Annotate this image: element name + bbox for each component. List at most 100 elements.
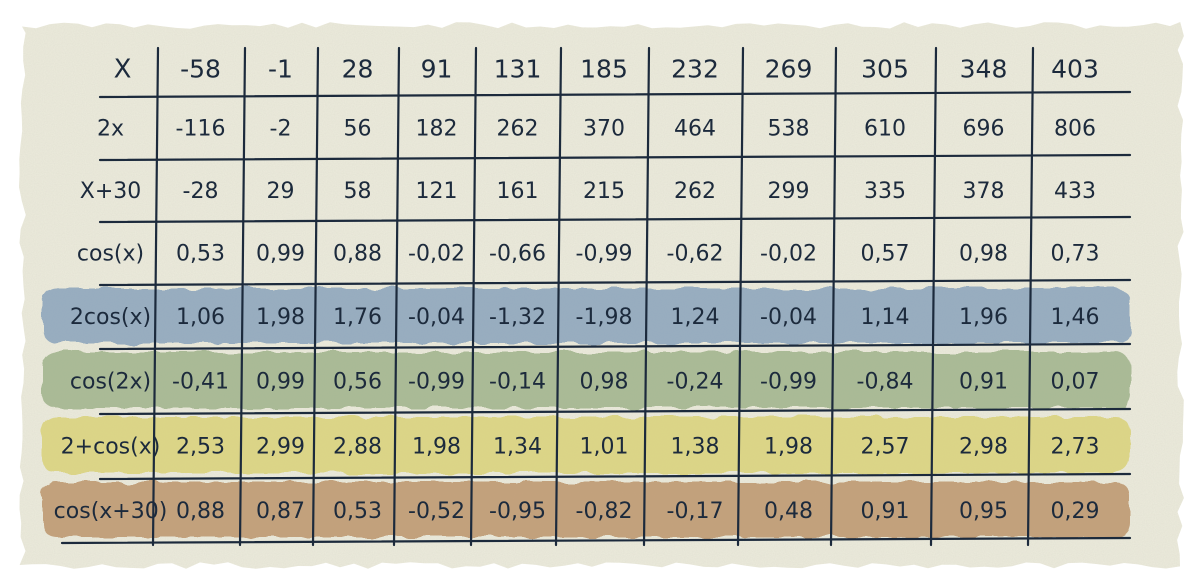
- table-cell: 1,98: [256, 305, 305, 330]
- table-cell: 0,53: [176, 242, 225, 267]
- row-line: [98, 278, 1132, 287]
- table-cell: 121: [416, 179, 458, 204]
- header-cell: 131: [494, 55, 542, 84]
- column-line: [736, 46, 745, 547]
- table-cell: 0,53: [333, 499, 382, 524]
- table-cell: 299: [768, 179, 810, 204]
- table-cell: 1,98: [764, 435, 813, 460]
- table-cell: 29: [267, 179, 295, 204]
- header-cell: 232: [671, 55, 719, 84]
- table-cell: 0,57: [861, 242, 910, 267]
- header-cell: 28: [342, 55, 374, 84]
- table-cell: 0,98: [580, 370, 629, 395]
- table-cell: 2,88: [333, 435, 382, 460]
- table-cell: -0,17: [667, 499, 724, 524]
- table-cell: 610: [864, 117, 906, 142]
- row-line: [98, 153, 1132, 162]
- table-cell: 0,29: [1051, 499, 1100, 524]
- table-cell: 56: [344, 117, 372, 142]
- table-cell: 1,34: [493, 435, 542, 460]
- table-cell: 1,76: [333, 305, 382, 330]
- table-cell: 1,01: [580, 435, 629, 460]
- table-cell: 0,95: [959, 499, 1008, 524]
- table-cell: 370: [583, 117, 625, 142]
- header-cell: 403: [1051, 55, 1099, 84]
- table-cell: -0,66: [489, 242, 546, 267]
- table-cell: -1,32: [489, 305, 546, 330]
- header-cell: 185: [580, 55, 628, 84]
- header-cell: -58: [180, 55, 221, 84]
- column-line: [554, 46, 563, 547]
- column-line: [1026, 46, 1035, 547]
- table-cell: 1,98: [412, 435, 461, 460]
- table-cell: -0,84: [857, 370, 914, 395]
- table-cell: 378: [963, 179, 1005, 204]
- column-line: [642, 46, 651, 547]
- header-cell: -1: [268, 55, 293, 84]
- table-cell: 335: [864, 179, 906, 204]
- table-cell: 0,99: [256, 370, 305, 395]
- table-cell: 262: [674, 179, 716, 204]
- table-cell: 2,99: [256, 435, 305, 460]
- table-cell: -0,41: [172, 370, 229, 395]
- table-cell: 2,98: [959, 435, 1008, 460]
- table-cell: 1,46: [1051, 305, 1100, 330]
- row-line: [98, 90, 1132, 99]
- table-cell: 0,88: [333, 242, 382, 267]
- table-cell: 0,73: [1051, 242, 1100, 267]
- table-cell: 1,14: [861, 305, 910, 330]
- row-label: cos(2x): [70, 370, 151, 395]
- table-cell: 433: [1054, 179, 1096, 204]
- row-line: [98, 472, 1132, 481]
- table-cell: 0,88: [176, 499, 225, 524]
- table-cell: 0,87: [256, 499, 305, 524]
- table-cell: 0,07: [1051, 370, 1100, 395]
- table-cell: 0,91: [861, 499, 910, 524]
- table-cell: -0,02: [408, 242, 465, 267]
- table-cell: -0,82: [576, 499, 633, 524]
- table-cell: 58: [344, 179, 372, 204]
- table-cell: 0,91: [959, 370, 1008, 395]
- row-line: [98, 342, 1132, 351]
- column-line: [469, 46, 478, 547]
- header-cell: 91: [421, 55, 453, 84]
- table-cell: -0,02: [760, 242, 817, 267]
- table-cell: 1,38: [671, 435, 720, 460]
- table-cell: -116: [176, 117, 226, 142]
- row-label: 2x: [97, 117, 124, 142]
- table-cell: -0,52: [408, 499, 465, 524]
- table-cell: -0,04: [760, 305, 817, 330]
- table-cell: 161: [497, 179, 539, 204]
- table-cell: 2,53: [176, 435, 225, 460]
- table-cell: -0,62: [667, 242, 724, 267]
- table-cells: X -58 -1 28 91 131 185 232 269 305 348 403 2x -116 -2 5…: [54, 55, 1100, 525]
- table-cell: 0,99: [256, 242, 305, 267]
- table-cell: -0,24: [667, 370, 724, 395]
- table-cell: 464: [674, 117, 716, 142]
- table-cell: -1,98: [576, 305, 633, 330]
- table-cell: -0,99: [760, 370, 817, 395]
- table-grid-lines: [60, 46, 1132, 547]
- table-cell: 2,57: [861, 435, 910, 460]
- table-cell: -28: [183, 179, 219, 204]
- row-label: cos(x): [77, 242, 144, 267]
- table-cell: 1,96: [959, 305, 1008, 330]
- table-cell: -2: [270, 117, 292, 142]
- row-label: 2cos(x): [70, 305, 151, 330]
- column-line: [311, 46, 320, 547]
- row-label: cos(x+30): [54, 499, 168, 524]
- table-cell: 806: [1054, 117, 1096, 142]
- column-line: [238, 46, 247, 547]
- table-cell: 2,73: [1051, 435, 1100, 460]
- highlight-band: [42, 288, 1130, 343]
- column-line: [829, 46, 838, 547]
- column-line: [929, 46, 938, 547]
- row-line: [98, 407, 1132, 416]
- header-cell: 269: [765, 55, 813, 84]
- table-cell: -0,99: [576, 242, 633, 267]
- column-line: [151, 46, 160, 547]
- table-cell: -0,14: [489, 370, 546, 395]
- table-cell: 0,56: [333, 370, 382, 395]
